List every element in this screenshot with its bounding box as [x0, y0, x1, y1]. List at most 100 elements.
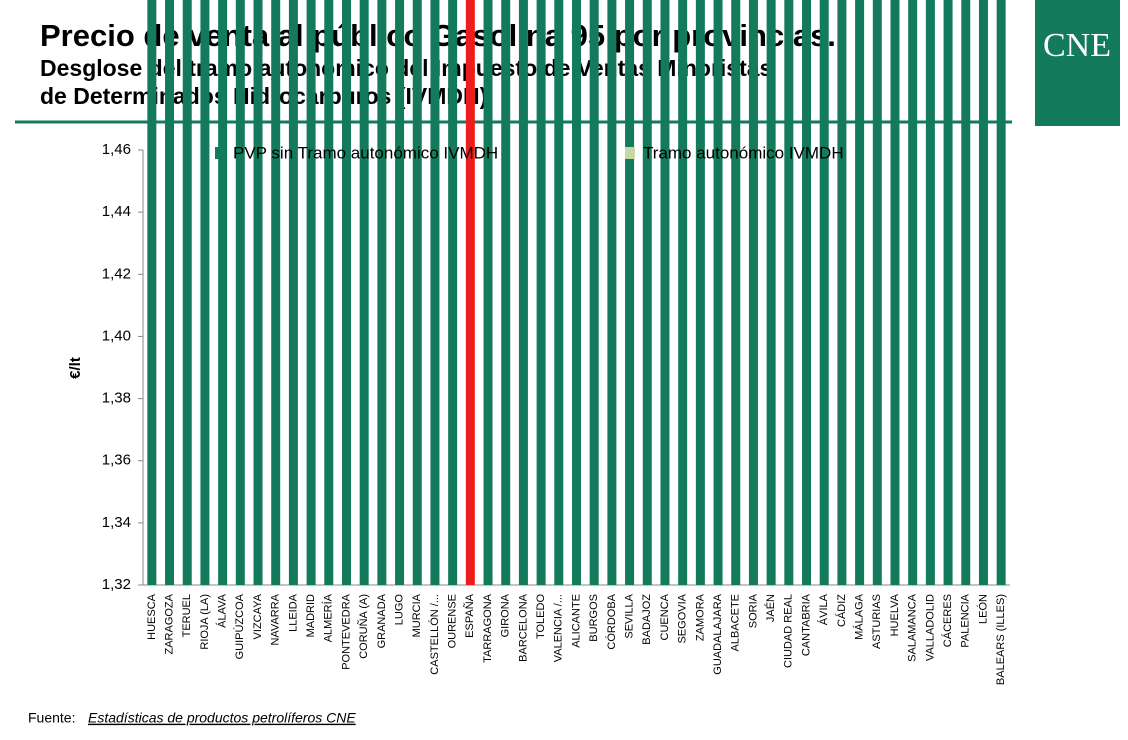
x-tick-label: LLEIDA [287, 593, 299, 632]
bar-segment [200, 0, 210, 586]
x-tick-label: PALENCIA [960, 593, 972, 647]
legend-label: PVP sin Tramo autonómico IVMDH [233, 143, 498, 162]
x-tick-label: LUGO [393, 594, 405, 626]
x-tick-label: CÁCERES [941, 594, 954, 647]
logo: CNE [1043, 27, 1111, 64]
x-tick-label: LEÓN [976, 594, 989, 624]
bar-segment [660, 0, 670, 586]
bar-segment [784, 0, 794, 585]
x-tick-label: BALEARS (ILLES) [995, 594, 1007, 685]
x-tick-label: TOLEDO [535, 594, 547, 639]
bar-segment [695, 0, 705, 585]
bar-segment [412, 0, 422, 586]
bar-segment [855, 0, 865, 586]
legend-label: Tramo autonómico IVMDH [643, 143, 844, 162]
bar-segment [925, 0, 935, 585]
x-tick-label: ZARAGOZA [163, 593, 175, 654]
bar-segment [802, 0, 812, 585]
source: Estadísticas de productos petrolíferos C… [88, 710, 356, 726]
bar-segment [978, 0, 988, 585]
bar-segment [182, 0, 192, 585]
y-tick-label: 1,32 [102, 576, 131, 593]
x-tick-label: TARRAGONA [482, 593, 494, 663]
bar-segment [288, 0, 298, 586]
bar-segment [642, 0, 652, 586]
x-tick-label: GIRONA [500, 593, 512, 637]
x-tick-label: VALLADOLID [924, 594, 936, 661]
x-tick-label: GUADALAJARA [712, 593, 724, 674]
bar-segment [748, 0, 758, 585]
bar-segment [235, 0, 245, 585]
x-tick-label: GRANADA [376, 593, 388, 648]
bar-segment [837, 0, 847, 586]
x-tick-label: MURCIA [411, 593, 423, 637]
bar-segment [306, 0, 316, 585]
x-tick-label: PONTEVEDRA [340, 593, 352, 669]
bar-segment [625, 0, 635, 586]
x-tick-label: ALICANTE [570, 594, 582, 648]
x-tick-label: CUENCA [659, 593, 671, 640]
x-tick-label: HUESCA [146, 593, 158, 640]
x-tick-label: GUIPÚZCOA [233, 593, 246, 659]
bar-segment [359, 0, 369, 585]
y-tick-label: 1,40 [102, 327, 131, 344]
y-tick-label: 1,34 [102, 514, 131, 531]
bar-segment [165, 0, 175, 585]
x-tick-label: OURENSE [447, 594, 459, 648]
x-tick-label: BARCELONA [517, 593, 529, 662]
x-tick-label: ASTURIAS [871, 594, 883, 649]
y-tick-label: 1,38 [102, 390, 131, 407]
x-tick-label: ÁVILA [817, 593, 830, 625]
y-tick-label: 1,36 [102, 452, 131, 469]
x-tick-label: HUELVA [889, 593, 901, 636]
bar-segment [943, 0, 953, 586]
bar-segment [766, 0, 776, 585]
bar-segment [713, 0, 723, 585]
x-tick-label: BADAJOZ [641, 594, 653, 645]
y-tick-label: 1,44 [102, 203, 131, 220]
x-tick-label: ALBACETE [730, 594, 742, 651]
bar-segment [731, 0, 741, 585]
x-tick-label: ZAMORA [694, 593, 706, 641]
bar-segment [607, 0, 617, 586]
x-tick-label: CORUÑA (A) [357, 594, 370, 659]
bar-segment [872, 0, 882, 586]
bar-segment [908, 0, 918, 585]
bar-segment [890, 0, 900, 586]
bar-segment [501, 0, 511, 585]
legend-swatch [215, 147, 225, 159]
y-axis-label: €/lt [67, 357, 84, 379]
bar-segment [961, 0, 971, 586]
x-tick-label: SORIA [747, 593, 759, 628]
bar-segment [147, 0, 157, 585]
bar-segment [377, 0, 387, 585]
bar-segment [218, 0, 228, 586]
x-tick-label: CASTELLÓN /... [428, 594, 441, 675]
bar-segment [536, 0, 546, 585]
x-tick-label: NAVARRA [270, 593, 282, 645]
bar-segment [678, 0, 688, 585]
bar-segment [430, 0, 440, 586]
bar-segment [465, 0, 475, 585]
y-tick-label: 1,46 [102, 141, 131, 158]
bar-segment [271, 0, 281, 586]
bar-segment [483, 0, 493, 585]
bar-segment [589, 0, 599, 585]
x-tick-label: CÓRDOBA [605, 593, 618, 649]
x-tick-label: MADRID [305, 594, 317, 637]
bar-segment [448, 0, 458, 586]
x-tick-label: MÁLAGA [853, 593, 866, 640]
bar-segment [819, 0, 829, 585]
x-tick-label: ÁLAVA [216, 593, 229, 627]
bar-segment [554, 0, 564, 585]
x-tick-label: SEVILLA [623, 593, 635, 638]
bar-segment [996, 0, 1006, 586]
bar-segment [572, 0, 581, 586]
x-tick-label: CIUDAD REAL [783, 594, 795, 668]
x-tick-label: ALMERÍA [322, 593, 335, 642]
x-tick-label: CANTABRIA [800, 593, 812, 656]
bar-segment [253, 0, 263, 585]
bar-segment [395, 0, 405, 586]
